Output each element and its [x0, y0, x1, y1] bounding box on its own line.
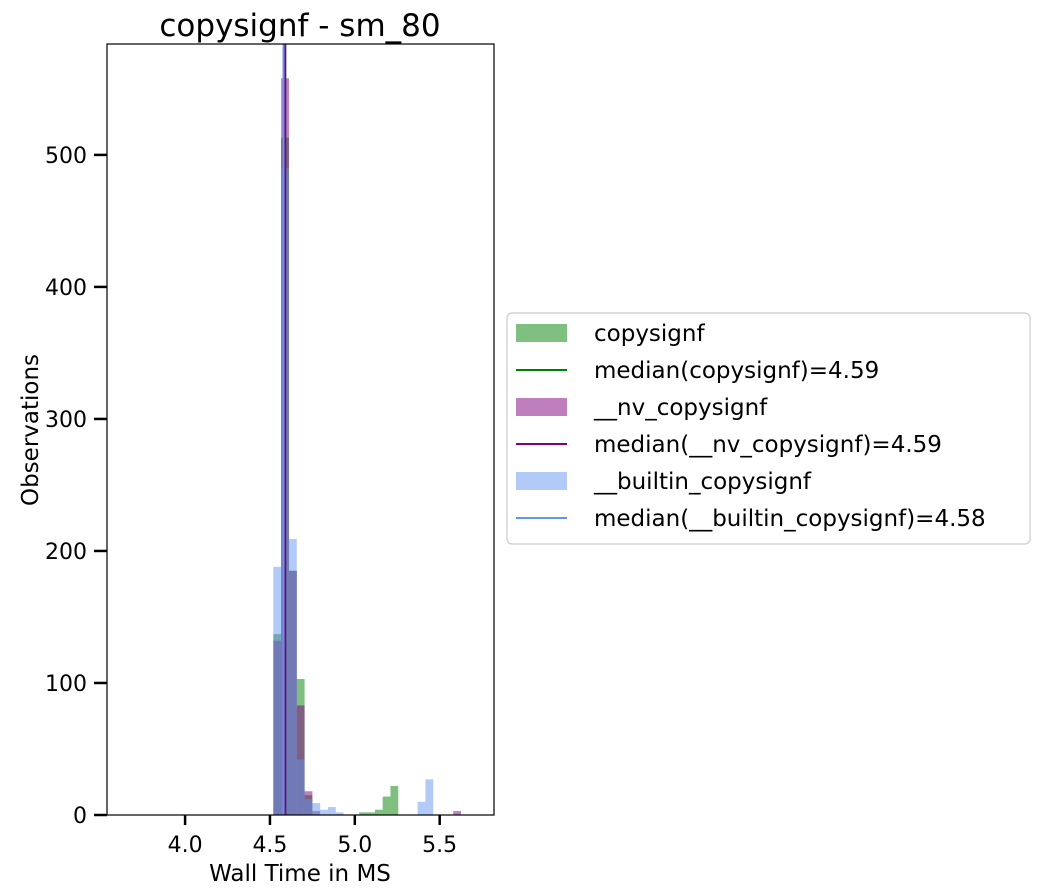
- bar-copysignf-7: [374, 809, 383, 815]
- x-tick-label-2: 5.0: [337, 833, 372, 858]
- y-axis-ticks: 0 100 200 300 400 500: [45, 144, 107, 829]
- bar-nvcopysignf-6: [453, 811, 462, 815]
- bar-builtincopysignf-4: [304, 799, 313, 815]
- bar-builtincopysignf-9: [417, 801, 426, 815]
- bar-builtincopysignf-2: [288, 539, 297, 815]
- bar-copysignf-9: [390, 785, 399, 815]
- plot-area: [106, 43, 495, 816]
- y-tick-label-3: 300: [45, 408, 87, 433]
- legend-label-3: median(__nv_copysignf)=4.59: [594, 432, 942, 458]
- x-axis-ticks: 4.0 4.5 5.0 5.5: [168, 815, 457, 858]
- legend-label-4: __builtin_copysignf: [593, 469, 812, 495]
- histogram-bars: [273, 78, 462, 816]
- chart-title: copysignf - sm_80: [159, 8, 440, 44]
- y-axis-label: Observations: [18, 354, 44, 506]
- legend-swatch-0: [516, 324, 567, 342]
- x-tick-label-3: 5.5: [422, 833, 457, 858]
- legend-label-0: copysignf: [594, 321, 705, 347]
- legend: copysignf median(copysignf)=4.59 __nv_copy…: [506, 312, 1031, 545]
- bar-builtincopysignf-8: [335, 812, 344, 815]
- legend-box: [506, 312, 1031, 545]
- legend-label-2: __nv_copysignf: [593, 395, 768, 421]
- bar-copysignf-6: [367, 812, 375, 815]
- bar-builtincopysignf-3: [296, 759, 305, 815]
- bar-builtincopysignf-5: [312, 803, 321, 815]
- plot-frame: [106, 43, 495, 816]
- y-tick-label-0: 0: [73, 804, 87, 829]
- y-tick-label-5: 500: [45, 144, 87, 169]
- x-tick-label-0: 4.0: [168, 833, 203, 858]
- legend-swatch-2: [516, 398, 567, 416]
- bar-copysignf-5: [359, 812, 368, 815]
- bar-builtincopysignf-10: [425, 779, 434, 815]
- legend-swatch-4: [516, 472, 567, 490]
- bar-copysignf-8: [382, 796, 391, 815]
- y-tick-label-1: 100: [45, 672, 87, 697]
- legend-label-1: median(copysignf)=4.59: [594, 358, 879, 384]
- x-axis-label: Wall Time in MS: [209, 861, 391, 887]
- y-tick-label-2: 200: [45, 540, 87, 565]
- y-tick-label-4: 400: [45, 276, 87, 301]
- x-tick-label-1: 4.5: [252, 833, 287, 858]
- median-lines: [282, 44, 287, 815]
- bar-builtincopysignf-7: [328, 807, 336, 815]
- legend-label-5: median(__builtin_copysignf)=4.58: [594, 506, 986, 532]
- bar-builtincopysignf-6: [320, 809, 328, 815]
- bar-builtincopysignf-0: [273, 566, 282, 815]
